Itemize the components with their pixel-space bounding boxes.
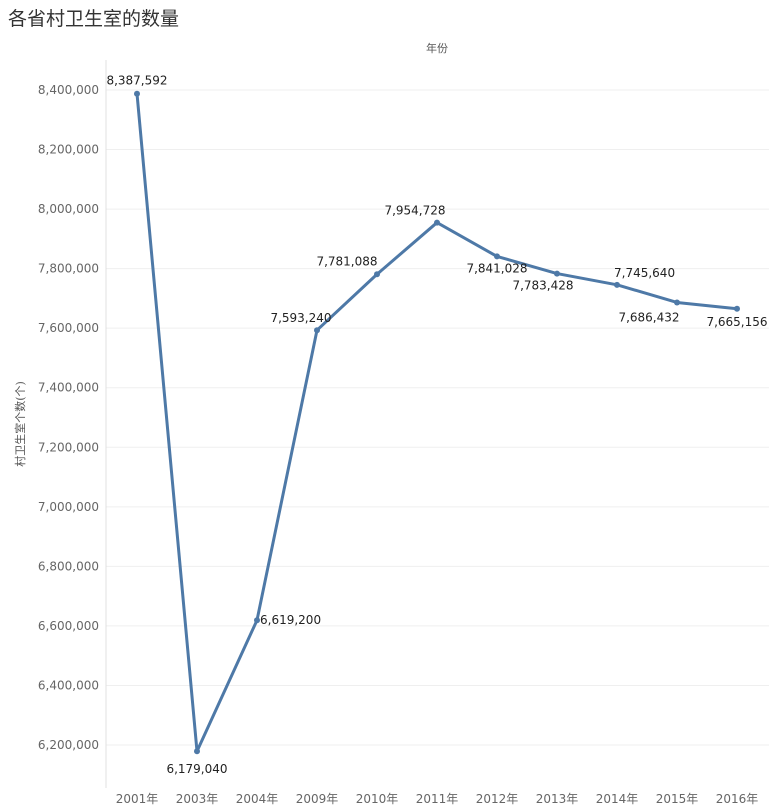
y-tick-label: 7,800,000 bbox=[38, 262, 99, 276]
data-label: 7,841,028 bbox=[466, 261, 527, 275]
data-labels: 8,387,592 6,179,040 6,619,200 7,593,240 7,78… bbox=[106, 74, 767, 777]
y-tick-label: 7,600,000 bbox=[38, 321, 99, 335]
x-tick-label: 2003年 bbox=[176, 792, 219, 806]
x-tick-label: 2010年 bbox=[356, 792, 399, 806]
data-point bbox=[254, 617, 260, 624]
x-tick-label: 2015年 bbox=[656, 792, 699, 806]
y-tick-label: 8,400,000 bbox=[38, 83, 99, 97]
x-tick-label: 2012年 bbox=[476, 792, 519, 806]
y-tick-label: 6,800,000 bbox=[38, 559, 99, 573]
x-tick-label: 2011年 bbox=[416, 792, 459, 806]
y-axis-title: 村卫生室个数(个) bbox=[13, 381, 27, 467]
x-tick-label: 2016年 bbox=[716, 792, 759, 806]
data-label: 7,665,156 bbox=[706, 315, 767, 329]
chart-title: 各省村卫生室的数量 bbox=[8, 8, 180, 30]
data-point bbox=[734, 305, 740, 312]
y-tick-label: 6,200,000 bbox=[38, 738, 99, 752]
y-tick-labels: 6,200,000 6,400,000 6,600,000 6,800,000 7,00… bbox=[38, 83, 99, 752]
data-point bbox=[134, 90, 140, 97]
data-label: 8,387,592 bbox=[106, 74, 167, 88]
y-tick-label: 7,200,000 bbox=[38, 440, 99, 454]
data-point bbox=[434, 219, 440, 226]
data-label: 7,954,728 bbox=[384, 204, 445, 218]
data-point bbox=[194, 748, 200, 755]
data-label: 7,745,640 bbox=[614, 266, 675, 280]
y-tick-label: 8,000,000 bbox=[38, 202, 99, 216]
data-point bbox=[374, 271, 380, 278]
y-tick-label: 6,600,000 bbox=[38, 619, 99, 633]
data-point bbox=[674, 299, 680, 306]
data-label: 6,179,040 bbox=[166, 762, 227, 776]
y-tick-label: 7,400,000 bbox=[38, 381, 99, 395]
data-points bbox=[134, 90, 740, 755]
grid-lines bbox=[106, 89, 769, 746]
y-tick-label: 7,000,000 bbox=[38, 500, 99, 514]
x-tick-label: 2013年 bbox=[536, 792, 579, 806]
x-tick-label: 2004年 bbox=[236, 792, 279, 806]
y-tick-label: 6,400,000 bbox=[38, 678, 99, 692]
data-label: 7,593,240 bbox=[270, 311, 331, 325]
x-tick-labels: 2001年 2003年 2004年 2009年 2010年 2011年 2012年 2013年… bbox=[116, 792, 759, 806]
y-tick-label: 8,200,000 bbox=[38, 143, 99, 157]
x-tick-label: 2014年 bbox=[596, 792, 639, 806]
data-label: 7,686,432 bbox=[618, 310, 679, 324]
data-point bbox=[494, 253, 500, 260]
data-point bbox=[314, 327, 320, 334]
x-tick-label: 2009年 bbox=[296, 792, 339, 806]
data-label: 7,781,088 bbox=[316, 254, 377, 268]
x-axis-title: 年份 bbox=[426, 41, 448, 55]
data-point bbox=[614, 281, 620, 288]
data-point bbox=[554, 270, 560, 277]
series-line bbox=[135, 93, 738, 753]
x-tick-label: 2001年 bbox=[116, 792, 159, 806]
data-label: 6,619,200 bbox=[260, 613, 321, 627]
data-label: 7,783,428 bbox=[512, 279, 573, 293]
